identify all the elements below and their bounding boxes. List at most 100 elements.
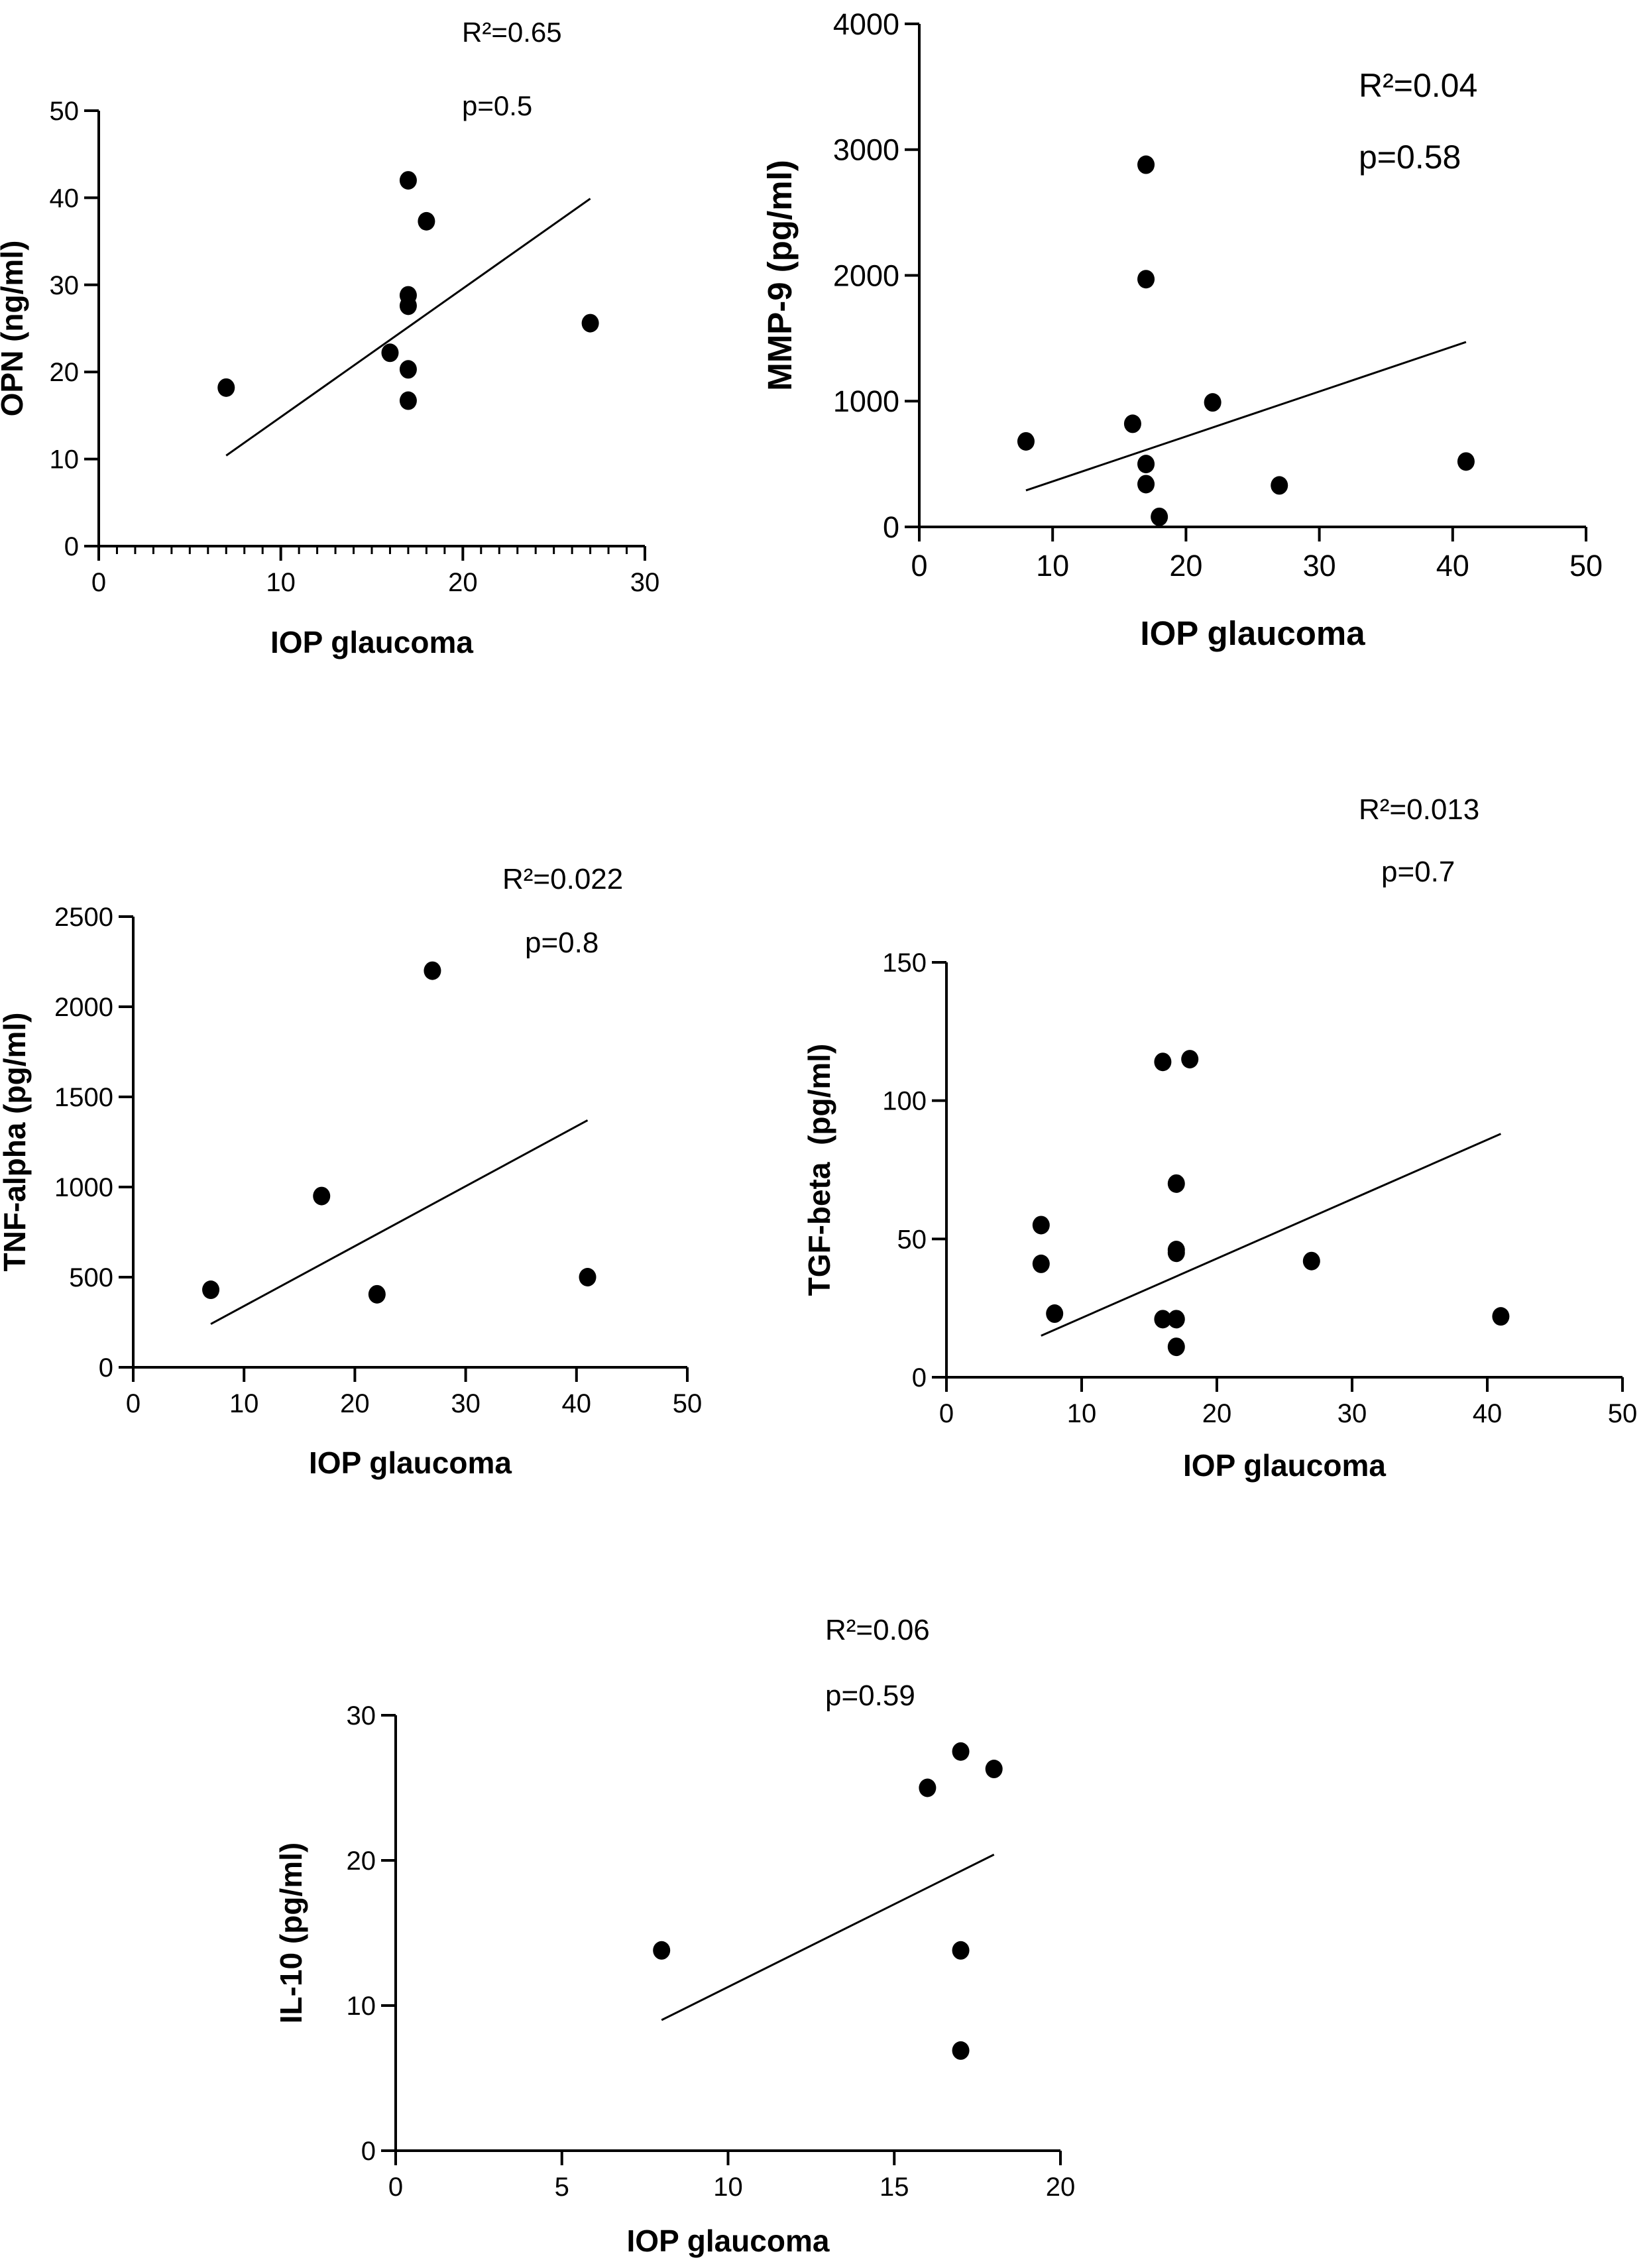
data-point (1167, 1337, 1185, 1357)
data-point (424, 961, 441, 980)
y-tick-label: 150 (882, 948, 927, 978)
x-tick-label: 50 (1608, 1399, 1638, 1428)
data-point (581, 313, 599, 333)
chart-il10: 0 5 10 15 20 0 10 20 30 IOP glaucoma IL-10 (pg/ml)… (274, 1614, 1075, 2258)
y-tick-label: 40 (50, 184, 80, 213)
y-tick-label: 0 (912, 1363, 927, 1392)
data-point (952, 2041, 970, 2060)
regression-line (210, 1119, 589, 1326)
y-tick-label: 50 (897, 1225, 927, 1254)
data-point (952, 1742, 970, 1761)
x-tick-label: 0 (939, 1399, 954, 1428)
x-tick-label: 5 (555, 2173, 569, 2202)
y-tick-label: 30 (347, 1701, 376, 1730)
data-point (1167, 1174, 1185, 1193)
x-tick-label: 0 (126, 1389, 141, 1418)
x-tick-label: 30 (630, 568, 660, 597)
data-point (1167, 1310, 1185, 1329)
x-tick-label: 0 (911, 549, 927, 583)
x-axis-title: IOP glaucoma (1183, 1448, 1386, 1483)
x-tick-label: 40 (1473, 1399, 1503, 1428)
data-point (1154, 1310, 1172, 1329)
data-point (202, 1280, 220, 1300)
y-tick-label: 10 (347, 1992, 376, 2021)
data-point (1137, 270, 1155, 289)
data-point (217, 378, 235, 397)
r-squared-label: R²=0.022 (502, 863, 623, 895)
y-tick-label: 0 (99, 1353, 113, 1383)
x-tick-label: 0 (91, 568, 106, 597)
data-point (381, 343, 399, 363)
x-tick-label: 40 (562, 1389, 592, 1418)
r-squared-label: R²=0.06 (825, 1614, 930, 1646)
y-tick-label: 1000 (54, 1173, 113, 1202)
data-point (1151, 507, 1168, 526)
data-point (399, 391, 417, 410)
y-tick-label: 0 (361, 2137, 376, 2166)
x-tick-label: 20 (448, 568, 478, 597)
y-axis-title: IL-10 (pg/ml) (274, 1843, 308, 2023)
data-point (1137, 155, 1155, 174)
data-point (1032, 1216, 1050, 1235)
y-axis-title: TNF-alpha (pg/ml) (0, 1013, 32, 1272)
x-tick-label: 20 (340, 1389, 370, 1418)
chart-mmp9: 0 10 20 30 40 50 0 1000 2000 3000 4000 IOP glaucoma… (761, 7, 1603, 652)
x-tick-label: 20 (1169, 549, 1202, 583)
y-axis-title: MMP-9 (pg/ml) (761, 160, 799, 390)
data-point (418, 211, 435, 231)
x-axis-title: IOP glaucoma (1140, 614, 1365, 652)
data-point (653, 1941, 671, 1960)
y-tick-label: 100 (882, 1087, 927, 1116)
p-value-label: p=0.8 (525, 927, 598, 959)
data-point (313, 1186, 331, 1206)
x-axis-title: IOP glaucoma (270, 625, 473, 659)
data-point (399, 171, 417, 190)
data-point (368, 1284, 386, 1304)
data-point (1154, 1052, 1172, 1072)
data-point (1492, 1307, 1510, 1326)
r-squared-label: R²=0.013 (1359, 793, 1479, 826)
x-tick-label: 10 (1067, 1399, 1097, 1428)
y-tick-label: 2000 (833, 258, 899, 292)
y-tick-label: 0 (883, 510, 899, 544)
data-point (985, 1760, 1003, 1779)
data-point (1046, 1304, 1064, 1324)
r-squared-label: R²=0.65 (462, 17, 562, 48)
chart-opn: 0 10 20 30 0 10 20 30 40 50 IOP glaucoma OPN (ng/ml… (0, 17, 659, 659)
data-point (1032, 1254, 1050, 1273)
y-axis-title: OPN (ng/ml) (0, 241, 29, 417)
y-tick-label: 50 (50, 97, 80, 126)
data-point (1204, 393, 1222, 412)
r-squared-label: R²=0.04 (1359, 67, 1477, 104)
x-tick-label: 10 (713, 2173, 743, 2202)
data-point (1302, 1251, 1320, 1271)
x-tick-label: 50 (1569, 549, 1603, 583)
x-axis-title: IOP glaucoma (309, 1446, 512, 1480)
y-tick-label: 30 (50, 271, 80, 300)
y-tick-label: 3000 (833, 133, 899, 167)
x-tick-label: 30 (1337, 1399, 1367, 1428)
data-point (1181, 1050, 1199, 1069)
data-point (1137, 455, 1155, 474)
x-tick-label: 40 (1436, 549, 1469, 583)
data-point (399, 296, 417, 315)
x-tick-label: 50 (673, 1389, 703, 1418)
y-tick-label: 1000 (833, 384, 899, 418)
p-value-label: p=0.59 (825, 1679, 915, 1712)
x-tick-label: 15 (880, 2173, 909, 2202)
x-tick-label: 0 (388, 2173, 403, 2202)
regression-line (1025, 341, 1467, 492)
y-tick-label: 2000 (54, 993, 113, 1022)
y-tick-label: 4000 (833, 7, 899, 41)
data-point (1271, 476, 1288, 495)
y-tick-label: 10 (50, 445, 80, 475)
data-point (399, 360, 417, 379)
y-tick-label: 20 (50, 358, 80, 387)
y-tick-label: 20 (347, 1846, 376, 1876)
y-axis-title: TGF-beta (pg/ml) (802, 1044, 836, 1296)
chart-tgf: 0 10 20 30 40 50 0 50 100 150 IOP glaucoma TGF-beta… (802, 793, 1637, 1483)
x-tick-label: 10 (266, 568, 296, 597)
x-tick-label: 10 (229, 1389, 259, 1418)
